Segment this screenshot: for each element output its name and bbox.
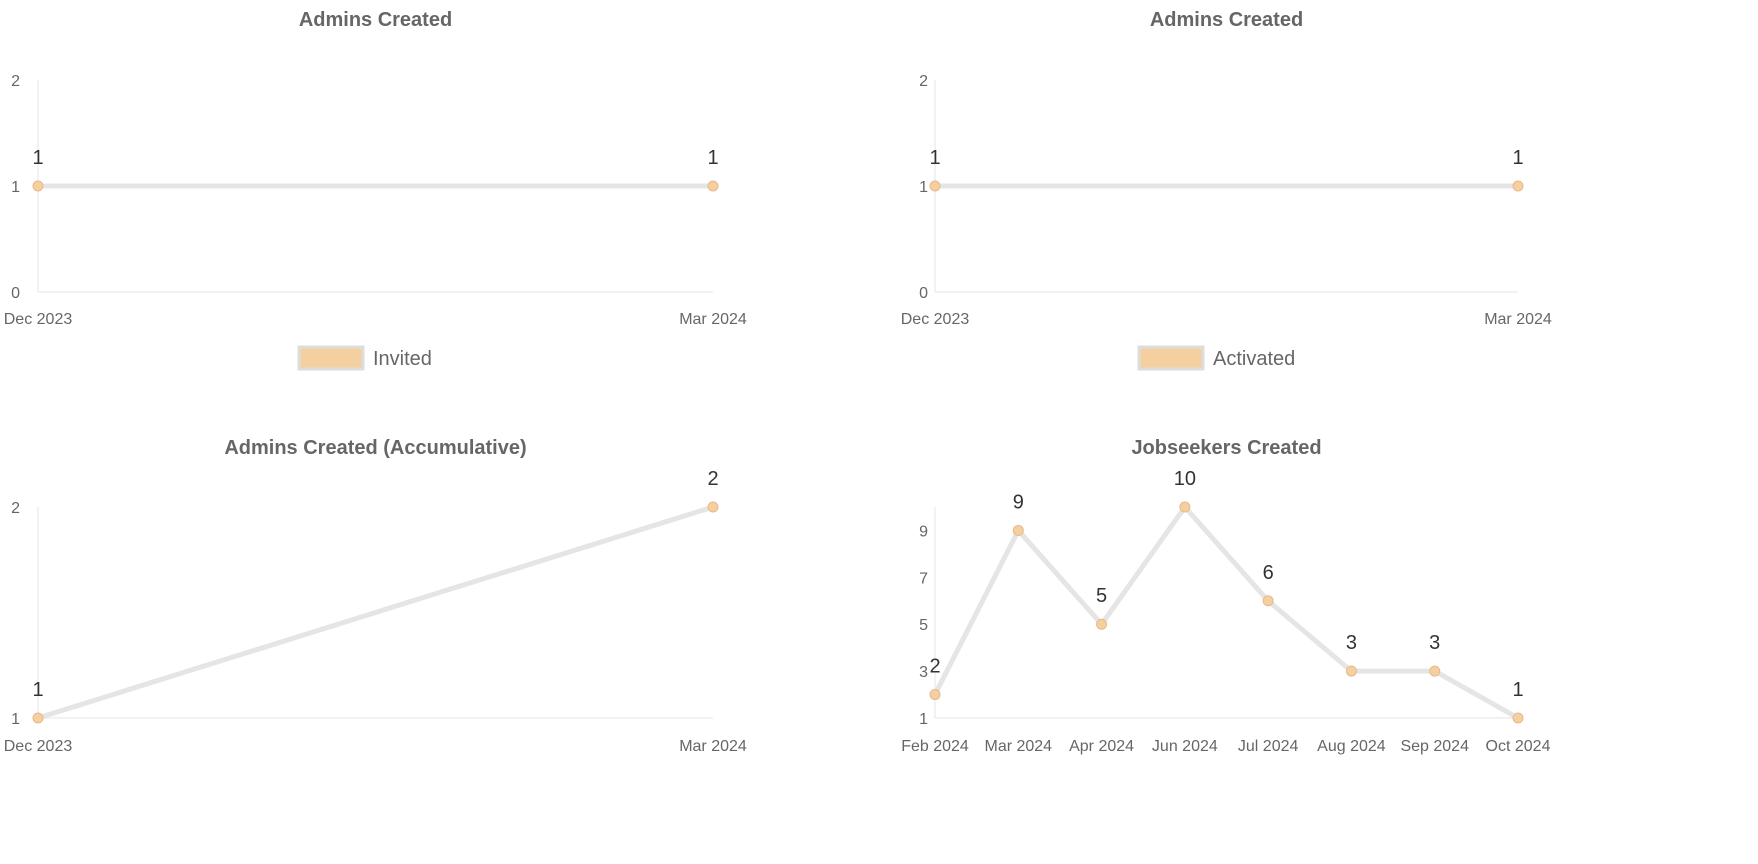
- series-line: [37, 504, 714, 721]
- data-label: 10: [1174, 468, 1196, 490]
- x-tick-label: Apr 2024: [1069, 738, 1134, 755]
- data-point: [1096, 618, 1108, 630]
- y-tick-label: 0: [11, 285, 20, 302]
- x-tick-label: Dec 2023: [4, 738, 73, 755]
- chart-admins-activated: Admins Created 0 1 2 Dec 2023 Mar 2024 1 1 Activ…: [901, 0, 1758, 430]
- data-point: [929, 180, 941, 192]
- x-tick-label: Dec 2023: [901, 311, 970, 328]
- data-point: [1012, 524, 1024, 536]
- x-tick-label: Mar 2024: [984, 738, 1052, 755]
- data-point: [707, 180, 719, 192]
- chart-svg: Admins Created (Accumulative) 1 2 Dec 2023 M…: [4, 437, 747, 755]
- x-tick-label: Dec 2023: [4, 311, 73, 328]
- data-point: [1179, 501, 1191, 513]
- data-label: 3: [1429, 632, 1440, 654]
- chart-title: Admins Created: [1150, 9, 1303, 31]
- chart-title: Jobseekers Created: [1131, 437, 1321, 459]
- x-tick-label: Mar 2024: [1484, 311, 1552, 328]
- data-point: [1262, 595, 1274, 607]
- x-tick-label: Aug 2024: [1317, 738, 1386, 755]
- y-tick-label: 2: [11, 73, 20, 90]
- data-point: [32, 180, 44, 192]
- y-tick-label: 0: [919, 285, 928, 302]
- data-label: 1: [707, 147, 718, 169]
- x-tick-label: Mar 2024: [679, 738, 747, 755]
- x-tick-label: Mar 2024: [679, 311, 747, 328]
- y-tick-label: 7: [919, 570, 928, 587]
- data-label: 5: [1096, 585, 1107, 607]
- y-tick-label: 5: [919, 617, 928, 634]
- y-tick-label: 3: [919, 664, 928, 681]
- data-label: 6: [1263, 562, 1274, 584]
- y-tick-label: 1: [11, 179, 20, 196]
- x-tick-label: Oct 2024: [1486, 738, 1551, 755]
- x-tick-label: Jul 2024: [1238, 738, 1299, 755]
- data-point: [707, 501, 719, 513]
- chart-svg: Jobseekers Created 1 3 5 7 9 Feb 2024 Mar 2024 A…: [901, 437, 1551, 755]
- chart-title: Admins Created: [299, 9, 452, 31]
- y-tick-label: 9: [919, 523, 928, 540]
- legend-label: Invited: [373, 348, 432, 370]
- legend: Invited: [297, 345, 432, 371]
- y-tick-label: 1: [11, 711, 20, 728]
- legend-swatch: [297, 345, 365, 371]
- data-point: [1345, 665, 1357, 677]
- data-point: [1512, 712, 1524, 724]
- series-line: [932, 504, 1520, 721]
- data-label: 1: [32, 679, 43, 701]
- x-tick-label: Jun 2024: [1152, 738, 1218, 755]
- x-tick-label: Sep 2024: [1400, 738, 1469, 755]
- data-label: 2: [929, 656, 940, 678]
- chart-title: Admins Created (Accumulative): [224, 437, 526, 459]
- chart-jobseekers-created: Jobseekers Created 1 3 5 7 9 Feb 2024 Mar 2024 A…: [901, 437, 1758, 864]
- data-label: 9: [1013, 491, 1024, 513]
- data-point: [32, 712, 44, 724]
- data-label: 2: [707, 468, 718, 490]
- y-tick-label: 1: [919, 711, 928, 728]
- legend-label: Activated: [1213, 348, 1295, 370]
- legend-swatch: [1137, 345, 1205, 371]
- data-label: 1: [32, 147, 43, 169]
- y-tick-label: 2: [11, 500, 20, 517]
- chart-admins-accumulative: Admins Created (Accumulative) 1 2 Dec 2023 M…: [0, 437, 850, 864]
- data-point: [1429, 665, 1441, 677]
- chart-admins-invited: Admins Created 0 1 2 Dec 2023 Mar 2024 1 1 Invit…: [0, 0, 850, 430]
- data-point: [1512, 180, 1524, 192]
- data-label: 1: [1512, 147, 1523, 169]
- data-label: 1: [929, 147, 940, 169]
- data-label: 1: [1512, 679, 1523, 701]
- y-tick-label: 2: [919, 73, 928, 90]
- data-label: 3: [1346, 632, 1357, 654]
- x-tick-label: Feb 2024: [901, 738, 969, 755]
- data-point: [929, 689, 941, 701]
- legend: Activated: [1137, 345, 1295, 371]
- y-tick-label: 1: [919, 179, 928, 196]
